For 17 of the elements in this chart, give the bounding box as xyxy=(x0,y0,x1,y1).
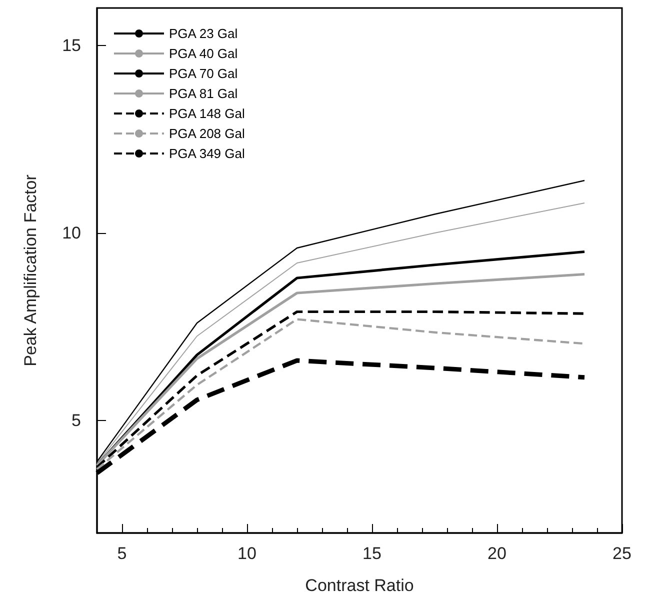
x-tick-label: 25 xyxy=(612,544,632,563)
x-tick-label: 20 xyxy=(488,544,506,563)
legend-label: PGA 148 Gal xyxy=(169,106,245,121)
x-axis-title: Contrast Ratio xyxy=(305,576,414,595)
x-tick-label: 10 xyxy=(238,544,256,563)
y-axis-title: Peak Amplification Factor xyxy=(21,174,40,366)
legend-label: PGA 208 Gal xyxy=(169,126,245,141)
legend-label: PGA 23 Gal xyxy=(169,26,238,41)
legend-label: PGA 349 Gal xyxy=(169,146,245,161)
legend-label: PGA 70 Gal xyxy=(169,66,238,81)
legend-label: PGA 81 Gal xyxy=(169,86,238,101)
y-tick-label: 5 xyxy=(72,411,81,430)
legend-label: PGA 40 Gal xyxy=(169,46,238,61)
x-tick-label: 15 xyxy=(362,544,382,563)
y-tick-label: 10 xyxy=(62,224,81,242)
x-tick-label: 5 xyxy=(117,544,127,563)
y-tick-label: 15 xyxy=(62,36,81,55)
